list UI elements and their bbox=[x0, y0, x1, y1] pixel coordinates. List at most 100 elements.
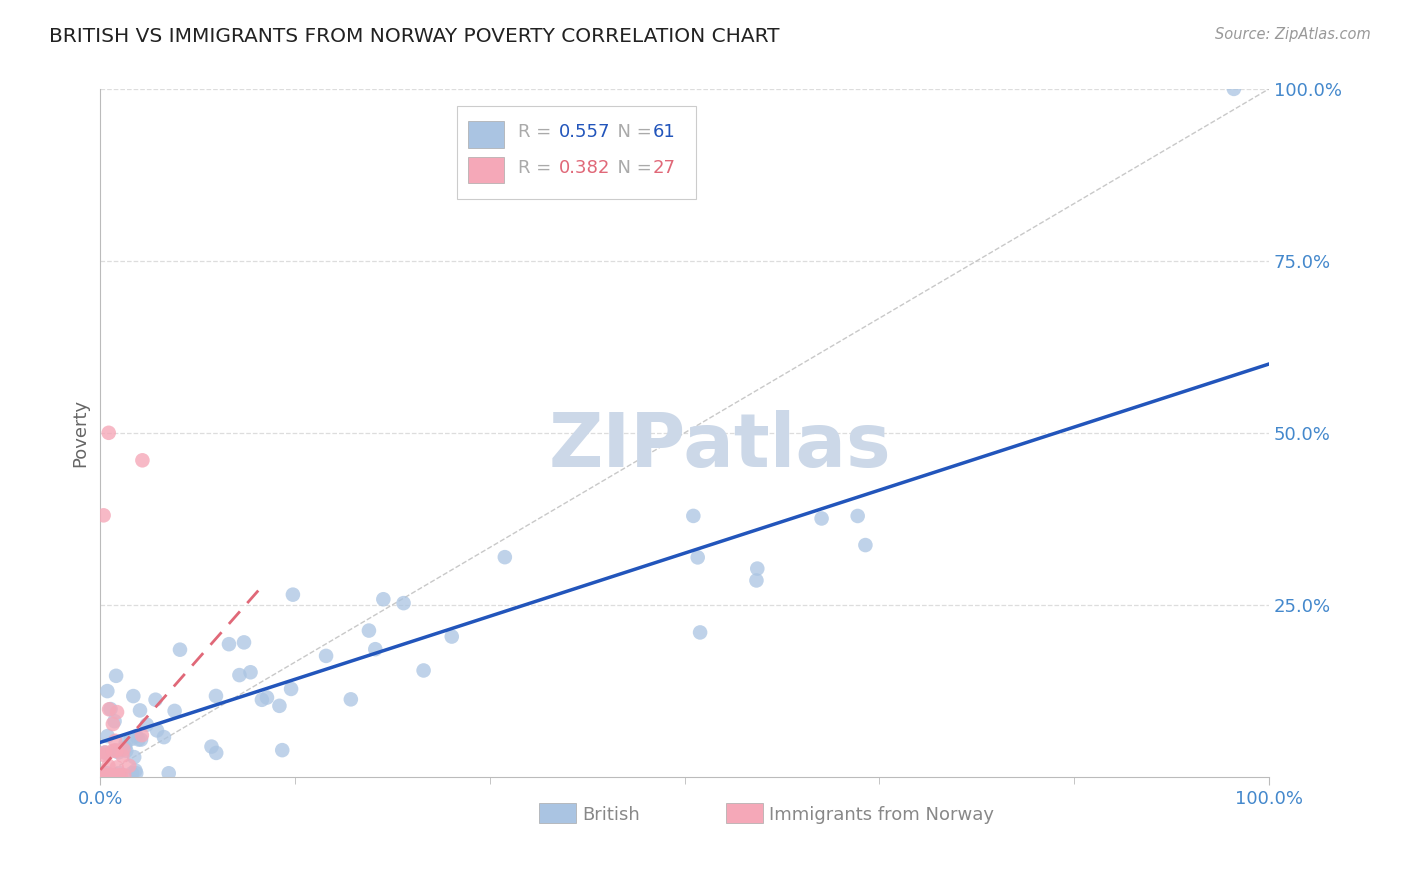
Point bbox=[315, 648, 337, 663]
Point bbox=[200, 739, 222, 754]
Point bbox=[357, 624, 380, 638]
Point bbox=[101, 744, 124, 758]
Point bbox=[129, 703, 152, 717]
Text: Immigrants from Norway: Immigrants from Norway bbox=[769, 805, 994, 823]
Point bbox=[96, 768, 118, 782]
Text: BRITISH VS IMMIGRANTS FROM NORWAY POVERTY CORRELATION CHART: BRITISH VS IMMIGRANTS FROM NORWAY POVERT… bbox=[49, 27, 780, 45]
Point bbox=[218, 637, 240, 651]
Point bbox=[101, 768, 124, 782]
Point bbox=[114, 740, 136, 755]
Text: R =: R = bbox=[517, 123, 557, 141]
FancyBboxPatch shape bbox=[468, 121, 503, 148]
FancyBboxPatch shape bbox=[457, 106, 696, 199]
Point bbox=[157, 766, 180, 780]
Point bbox=[163, 704, 186, 718]
Point bbox=[103, 768, 125, 782]
Point bbox=[121, 766, 143, 780]
Point bbox=[747, 561, 769, 575]
Point bbox=[105, 705, 128, 719]
Point bbox=[412, 664, 434, 678]
Point bbox=[94, 746, 117, 760]
Point bbox=[94, 768, 117, 782]
Point bbox=[125, 766, 148, 780]
Point bbox=[169, 642, 191, 657]
Point bbox=[97, 729, 120, 743]
Point bbox=[104, 733, 127, 747]
Point bbox=[96, 766, 118, 780]
Point bbox=[101, 717, 124, 731]
Point bbox=[153, 730, 176, 744]
Text: Source: ZipAtlas.com: Source: ZipAtlas.com bbox=[1215, 27, 1371, 42]
Point bbox=[271, 743, 294, 757]
Point bbox=[205, 746, 228, 760]
Point bbox=[269, 698, 291, 713]
Point bbox=[110, 768, 132, 782]
Point bbox=[146, 723, 169, 738]
FancyBboxPatch shape bbox=[538, 803, 576, 823]
Text: R =: R = bbox=[517, 159, 557, 177]
Point bbox=[233, 635, 256, 649]
Point bbox=[100, 702, 122, 716]
Point bbox=[494, 550, 516, 565]
Text: N =: N = bbox=[606, 123, 658, 141]
Point bbox=[364, 642, 387, 657]
Point bbox=[686, 550, 709, 565]
Text: 0.557: 0.557 bbox=[558, 123, 610, 141]
Point bbox=[846, 508, 869, 523]
Point bbox=[111, 748, 134, 763]
Point bbox=[122, 689, 145, 703]
Point bbox=[810, 511, 832, 525]
Point bbox=[280, 681, 302, 696]
Point bbox=[98, 702, 121, 716]
Point bbox=[93, 508, 115, 523]
Point bbox=[250, 693, 273, 707]
Point bbox=[91, 747, 114, 762]
FancyBboxPatch shape bbox=[725, 803, 763, 823]
Point bbox=[239, 665, 262, 680]
Point bbox=[129, 732, 152, 747]
Text: British: British bbox=[582, 805, 640, 823]
Point bbox=[97, 759, 120, 773]
Y-axis label: Poverty: Poverty bbox=[72, 399, 89, 467]
Text: 27: 27 bbox=[654, 159, 676, 177]
Point bbox=[115, 744, 138, 758]
Point bbox=[120, 732, 142, 747]
Point bbox=[105, 743, 128, 757]
Point bbox=[97, 768, 120, 782]
Point bbox=[91, 768, 114, 782]
Text: 61: 61 bbox=[654, 123, 676, 141]
Point bbox=[105, 669, 128, 683]
Point bbox=[105, 760, 128, 774]
Point bbox=[94, 746, 117, 760]
Point bbox=[125, 729, 148, 743]
Point bbox=[118, 759, 141, 773]
Point bbox=[228, 668, 250, 682]
Point bbox=[96, 684, 118, 698]
Point bbox=[112, 742, 135, 756]
Point bbox=[128, 732, 150, 747]
Point bbox=[108, 766, 131, 780]
Point bbox=[124, 764, 146, 778]
Point bbox=[114, 736, 136, 750]
Point bbox=[440, 630, 463, 644]
Point bbox=[145, 692, 167, 706]
Point bbox=[256, 690, 278, 705]
Point bbox=[373, 592, 395, 607]
Point bbox=[107, 768, 129, 782]
Point bbox=[131, 728, 153, 742]
Point bbox=[745, 574, 768, 588]
Text: 0.382: 0.382 bbox=[558, 159, 610, 177]
Point bbox=[97, 425, 120, 440]
Point bbox=[131, 453, 153, 467]
Text: N =: N = bbox=[606, 159, 658, 177]
Point bbox=[205, 689, 228, 703]
Point bbox=[682, 508, 704, 523]
Point bbox=[135, 717, 157, 731]
Point bbox=[112, 768, 135, 782]
Point bbox=[97, 768, 120, 782]
Point bbox=[340, 692, 363, 706]
Text: ZIPatlas: ZIPatlas bbox=[548, 410, 891, 483]
FancyBboxPatch shape bbox=[468, 157, 503, 184]
Point bbox=[689, 625, 711, 640]
Point bbox=[122, 750, 145, 764]
